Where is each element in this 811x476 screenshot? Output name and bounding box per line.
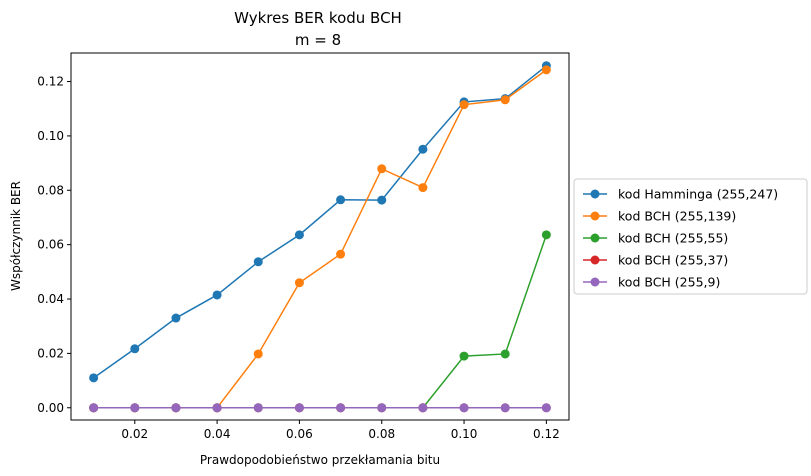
series-4 [89, 403, 551, 413]
chart-subtitle: m = 8 [295, 31, 341, 49]
data-point [500, 403, 510, 413]
x-tick-label: 0.08 [368, 427, 395, 441]
y-tick-label: 0.10 [37, 129, 64, 143]
data-point [500, 95, 510, 105]
data-point [212, 290, 222, 300]
x-tick-label: 0.12 [533, 427, 560, 441]
data-point [541, 403, 551, 413]
legend: kod Hamminga (255,247) kod BCH (255,139) k… [573, 178, 808, 295]
x-axis: 0.02 0.04 0.06 0.08 0.10 0.12 [121, 420, 560, 441]
data-point [89, 403, 99, 413]
legend-label: kod BCH (255,37) [618, 253, 728, 268]
legend-label: kod BCH (255,55) [618, 231, 728, 246]
y-axis: 0.00 0.02 0.04 0.06 0.08 0.10 0.12 [37, 75, 71, 415]
data-point [130, 344, 140, 354]
data-point [294, 278, 304, 288]
x-axis-label: Prawdopodobieństwo przekłamania bitu [200, 453, 440, 467]
series-0 [89, 61, 551, 383]
data-point [500, 349, 510, 359]
legend-label: kod Hamminga (255,247) [618, 187, 778, 202]
y-tick-label: 0.04 [37, 292, 64, 306]
series-line [93, 65, 547, 379]
data-point [212, 403, 222, 413]
data-point [253, 257, 263, 267]
data-point [459, 100, 469, 110]
data-point [336, 195, 346, 205]
y-tick-label: 0.08 [37, 183, 64, 197]
data-point [418, 183, 428, 193]
data-point [418, 403, 428, 413]
series-line [93, 69, 547, 409]
data-point [253, 403, 263, 413]
legend-label: kod BCH (255,139) [618, 209, 736, 224]
y-tick-label: 0.02 [37, 346, 64, 360]
data-point [294, 403, 304, 413]
series-2 [89, 230, 551, 413]
data-point [377, 195, 387, 205]
y-axis-label: Współczynnik BER [9, 181, 23, 291]
x-tick-label: 0.02 [121, 427, 148, 441]
data-point [130, 403, 140, 413]
legend-item: kod Hamminga (255,247) [583, 187, 778, 202]
series-1 [89, 65, 551, 413]
legend-item: kod BCH (255,139) [583, 209, 736, 224]
data-point [541, 230, 551, 240]
data-point [541, 65, 551, 75]
data-point [89, 373, 99, 383]
data-point [171, 313, 181, 323]
data-point [336, 403, 346, 413]
data-point [459, 351, 469, 361]
legend-marker [590, 255, 600, 265]
legend-marker [590, 189, 600, 199]
legend-frame [573, 178, 808, 295]
series-line [93, 234, 548, 409]
data-point [377, 403, 387, 413]
legend-label: kod BCH (255,9) [618, 275, 720, 290]
y-tick-label: 0.06 [37, 238, 64, 252]
data-point [418, 144, 428, 154]
data-point [294, 230, 304, 240]
y-tick-label: 0.00 [37, 401, 64, 415]
data-point [377, 164, 387, 174]
legend-item: kod BCH (255,55) [583, 231, 728, 246]
legend-marker [590, 277, 600, 287]
data-point [459, 403, 469, 413]
data-point [336, 249, 346, 259]
data-point [171, 403, 181, 413]
legend-marker [590, 233, 600, 243]
x-tick-label: 0.04 [204, 427, 231, 441]
legend-item: kod BCH (255,9) [583, 275, 720, 290]
y-tick-label: 0.12 [37, 75, 64, 89]
x-tick-label: 0.06 [286, 427, 313, 441]
data-point [253, 349, 263, 359]
chart-title: Wykres BER kodu BCH [234, 9, 402, 27]
legend-marker [590, 211, 600, 221]
x-tick-label: 0.10 [451, 427, 478, 441]
legend-item: kod BCH (255,37) [583, 253, 728, 268]
plot-frame [70, 52, 570, 421]
plot-area [89, 61, 551, 413]
